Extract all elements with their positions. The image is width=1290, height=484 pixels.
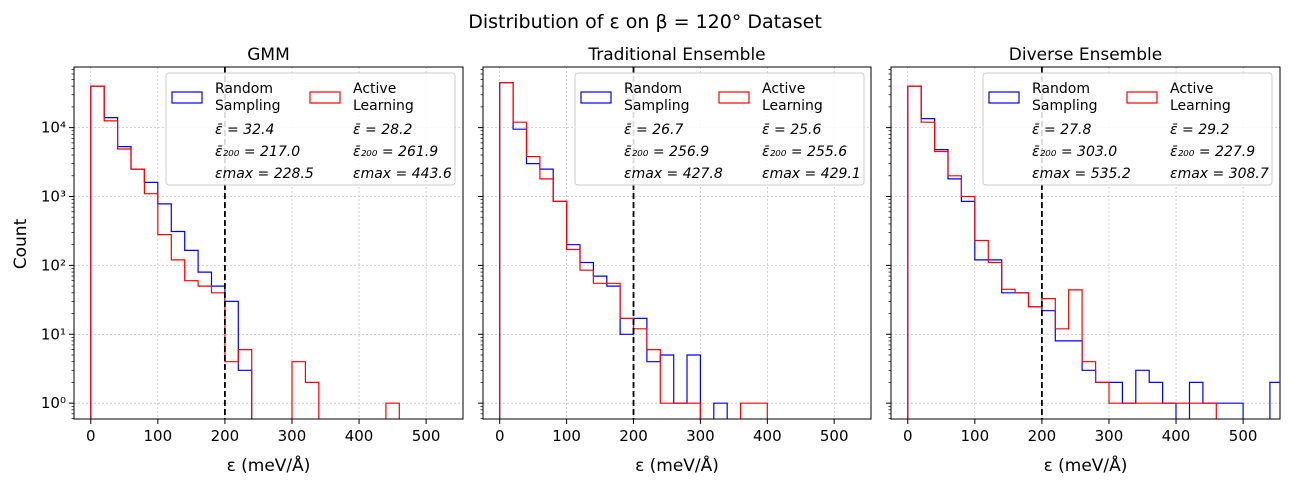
stat-random: ε̄₂₀₀ = 217.0 xyxy=(215,144,300,160)
x-tick-label: 300 xyxy=(686,427,715,445)
x-tick-label: 400 xyxy=(753,427,782,445)
x-axis-label: ε (meV/Å) xyxy=(227,454,311,476)
stat-active: εmax = 443.6 xyxy=(353,166,452,182)
x-tick-label: 500 xyxy=(1229,427,1258,445)
x-tick-label: 0 xyxy=(86,427,96,445)
x-tick-label: 400 xyxy=(345,427,374,445)
panel-2: 0 100 200 300 400 500 Traditional Ensemble ε (m… xyxy=(478,45,872,476)
legend-label-active: Learning xyxy=(1170,98,1231,114)
stat-random: ε̄ = 32.4 xyxy=(215,122,274,138)
y-tick-label: 10⁴ xyxy=(41,119,66,137)
stat-active: ε̄₂₀₀ = 227.9 xyxy=(1170,144,1255,160)
legend-label-random: Random xyxy=(1032,81,1090,97)
stat-random: ε̄₂₀₀ = 256.9 xyxy=(624,144,709,160)
stat-active: εmax = 308.7 xyxy=(1170,166,1269,182)
x-tick-label: 200 xyxy=(1028,427,1057,445)
stat-active: εmax = 429.1 xyxy=(762,166,861,182)
x-tick-label: 200 xyxy=(211,427,240,445)
x-tick-label: 100 xyxy=(961,427,990,445)
legend-label-active: Active xyxy=(762,81,805,97)
legend-label-random: Sampling xyxy=(624,98,690,114)
y-tick-label: 10⁰ xyxy=(41,394,66,412)
axes-frame xyxy=(482,66,872,420)
x-axis-label: ε (meV/Å) xyxy=(1044,454,1128,476)
legend-box xyxy=(982,72,1273,186)
panel-title: Diverse Ensemble xyxy=(1009,45,1162,65)
panel-1: 0 100 200 300 400 500 10⁰ 10¹ 10² 10³ 10⁴ GMM ε (meV… xyxy=(41,45,464,476)
x-tick-label: 200 xyxy=(619,427,648,445)
x-tick-label: 300 xyxy=(1095,427,1124,445)
stat-active: ε̄₂₀₀ = 261.9 xyxy=(353,144,438,160)
x-axis-label: ε (meV/Å) xyxy=(635,454,719,476)
stat-active: ε̄ = 25.6 xyxy=(762,122,821,138)
legend-swatch-random xyxy=(580,91,612,104)
histogram-active xyxy=(90,85,400,419)
y-tick-label: 10¹ xyxy=(41,325,66,343)
panel-title: Traditional Ensemble xyxy=(587,45,765,65)
stat-active: ε̄ = 28.2 xyxy=(353,122,412,138)
y-tick-label: 10² xyxy=(41,256,66,274)
stat-random: εmax = 427.8 xyxy=(624,166,723,182)
stat-active: ε̄ = 29.2 xyxy=(1170,122,1229,138)
legend-swatch-active xyxy=(309,91,341,104)
legend-label-random: Random xyxy=(624,81,682,97)
histogram-random xyxy=(499,82,728,419)
legend-swatch-random xyxy=(171,91,203,104)
panels: 0 100 200 300 400 500 10⁰ 10¹ 10² 10³ 10⁴ GMM ε (meV… xyxy=(41,45,1281,476)
histogram-series xyxy=(90,85,400,419)
stat-random: εmax = 535.2 xyxy=(1032,166,1131,182)
legend-label-random: Sampling xyxy=(215,98,281,114)
histogram-series xyxy=(499,82,768,419)
figure-suptitle: Distribution of ε on β = 120° Dataset xyxy=(468,11,822,33)
x-tick-label: 500 xyxy=(820,427,849,445)
histogram-active xyxy=(499,82,768,419)
legend-box xyxy=(165,72,456,186)
x-tick-label: 100 xyxy=(144,427,173,445)
legend-label-random: Random xyxy=(215,81,273,97)
stat-random: ε̄₂₀₀ = 303.0 xyxy=(1032,144,1117,160)
legend-box xyxy=(574,72,865,186)
panel-title: GMM xyxy=(247,45,290,65)
axes-frame xyxy=(73,66,464,420)
legend-swatch-random xyxy=(988,91,1020,104)
legend-label-active: Learning xyxy=(353,98,414,114)
y-axis-label: Count xyxy=(11,218,31,269)
legend-label-active: Learning xyxy=(762,98,823,114)
x-tick-label: 100 xyxy=(552,427,581,445)
legend-label-active: Active xyxy=(353,81,396,97)
stat-random: ε̄ = 27.8 xyxy=(1032,122,1091,138)
axes-frame xyxy=(890,66,1281,420)
x-tick-label: 0 xyxy=(903,427,913,445)
panel-3: 0 100 200 300 400 500 Diverse Ensemble ε (meV/Å… xyxy=(886,45,1281,476)
x-tick-label: 0 xyxy=(495,427,505,445)
stat-random: ε̄ = 26.7 xyxy=(624,122,683,138)
legend-swatch-active xyxy=(1126,91,1158,104)
legend-label-random: Sampling xyxy=(1032,98,1098,114)
x-tick-label: 500 xyxy=(412,427,441,445)
x-tick-label: 400 xyxy=(1162,427,1191,445)
stat-active: ε̄₂₀₀ = 255.6 xyxy=(762,144,847,160)
x-tick-label: 300 xyxy=(278,427,307,445)
legend-label-active: Active xyxy=(1170,81,1213,97)
stat-random: εmax = 228.5 xyxy=(215,166,314,182)
legend-swatch-active xyxy=(718,91,750,104)
y-tick-label: 10³ xyxy=(41,188,66,206)
